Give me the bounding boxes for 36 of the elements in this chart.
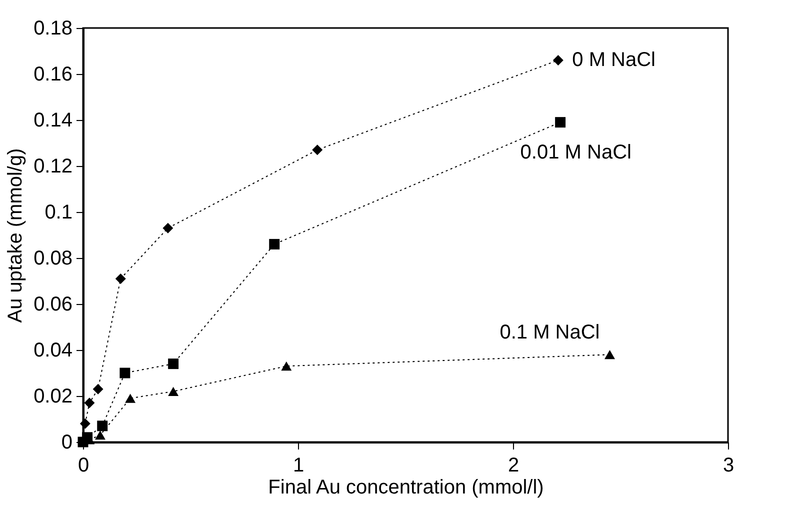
point — [604, 350, 615, 360]
point — [92, 384, 104, 394]
point — [162, 222, 174, 234]
point — [120, 368, 130, 378]
x-axis-title: Final Au concentration (mmol/l) — [268, 476, 544, 498]
point — [97, 420, 108, 432]
y-tick-label: 0 — [61, 432, 72, 454]
x-tick-label: 3 — [722, 454, 734, 476]
y-tick-label: 0.1 — [44, 202, 72, 224]
y-axis-title: Au uptake (mmol/g) — [4, 148, 27, 323]
series-label: 0.01 M NaCl — [520, 141, 632, 164]
y-tick-label: 0.02 — [34, 386, 72, 408]
point — [80, 418, 90, 429]
series-label: 0 M NaCl — [572, 49, 656, 72]
point — [84, 398, 95, 408]
x-tick-label: 0 — [78, 454, 90, 476]
x-tick-label: 1 — [292, 454, 304, 476]
point — [94, 430, 106, 440]
point — [555, 117, 566, 128]
y-tick-label: 0.18 — [34, 18, 72, 40]
point — [115, 273, 126, 284]
point — [281, 362, 292, 371]
y-tick-label: 0.12 — [34, 156, 72, 178]
y-tick-label: 0.14 — [34, 110, 72, 132]
point — [312, 144, 323, 156]
y-tick-label: 0.06 — [34, 294, 72, 316]
point — [269, 238, 280, 250]
y-tick-label: 0.04 — [34, 340, 72, 362]
point — [125, 394, 136, 403]
y-tick-label: 0.16 — [34, 64, 72, 86]
x-tick-label: 2 — [508, 454, 520, 476]
y-tick-label: 0.08 — [34, 248, 72, 270]
point — [168, 386, 179, 396]
point — [168, 358, 179, 370]
point — [552, 54, 564, 66]
series-label: 0.1 M NaCl — [500, 322, 600, 344]
